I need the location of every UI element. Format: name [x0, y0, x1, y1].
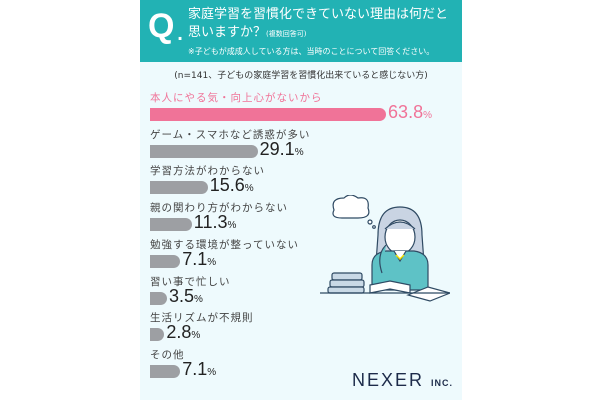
category-label: 親の関わり方がわからない	[150, 202, 288, 215]
category-label: 本人にやる気・向上心がないから	[150, 92, 323, 104]
value-label: 29.1%	[259, 138, 304, 159]
question-note: ※子どもが成成人している方は、当時のことについて回答ください。	[188, 47, 435, 56]
sample-note: (n=141、子どもの家庭学習を習慣化出来ていると感じない方)	[174, 71, 428, 81]
value-label: 7.1%	[182, 358, 217, 379]
bar	[150, 254, 181, 268]
logo-suffix: INC.	[431, 378, 454, 388]
bar	[150, 291, 167, 305]
category-label: 勉強する環境が整っていない	[150, 238, 299, 251]
value-label: 7.1%	[182, 248, 217, 269]
question-sub: (複数回答可)	[266, 30, 307, 38]
bar	[150, 181, 208, 195]
q-dot: .	[177, 25, 184, 44]
question-line2: 思いますか？	[188, 25, 267, 40]
question-header: Q . 家庭学習を習慣化できていない理由は何だと 思いますか？(複数回答可) ※…	[140, 0, 462, 62]
category-label: ゲーム・スマホなど誘惑が多い	[150, 128, 311, 141]
bar	[150, 108, 387, 121]
category-label: 習い事で忙しい	[150, 275, 231, 288]
student-illustration	[320, 195, 450, 302]
q-mark: Q	[148, 7, 175, 45]
nexer-logo: NEXER INC.	[352, 370, 453, 391]
value-label: 15.6%	[209, 175, 254, 196]
category-label: 生活リズムが不規則	[150, 312, 254, 325]
value-label: 2.8%	[166, 322, 201, 343]
bar	[150, 218, 192, 232]
value-label: 11.3%	[193, 212, 237, 233]
question-line2-row: 思いますか？(複数回答可)	[188, 24, 448, 42]
question-text: 家庭学習を習慣化できていない理由は何だと 思いますか？(複数回答可)	[188, 6, 448, 42]
category-label: 学習方法がわからない	[150, 165, 265, 178]
infographic-panel: Q . 家庭学習を習慣化できていない理由は何だと 思いますか？(複数回答可) ※…	[140, 0, 462, 400]
value-label: 63.8%	[388, 102, 432, 122]
bar	[150, 144, 258, 158]
value-label: 3.5%	[168, 285, 203, 306]
logo-name: NEXER	[352, 370, 425, 390]
question-line1: 家庭学習を習慣化できていない理由は何だと	[188, 7, 449, 22]
bar	[150, 328, 165, 342]
bar	[150, 364, 181, 378]
category-label: その他	[150, 348, 185, 361]
